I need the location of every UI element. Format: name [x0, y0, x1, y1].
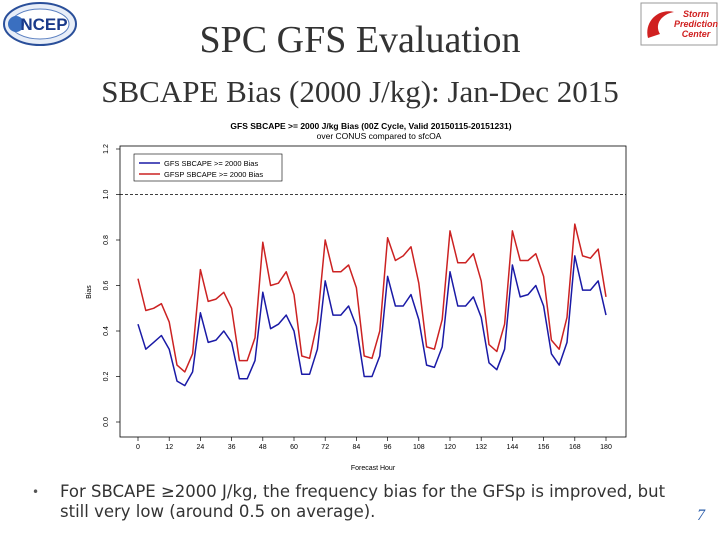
series-line-gfs: [137, 255, 607, 387]
spc-logo-text-3: Center: [682, 29, 711, 39]
ncep-logo-text: NCEP: [20, 15, 67, 34]
chart-legend: GFS SBCAPE >= 2000 Bias GFSP SBCAPE >= 2…: [133, 153, 283, 182]
x-tick-label: 24: [197, 444, 205, 451]
x-tick-label: 72: [321, 444, 329, 451]
x-axis: 0 12 24 36 48 60 72 84 96 108 120 132 144 156 168 180: [136, 437, 612, 451]
y-tick-label: 0.2: [103, 372, 110, 382]
y-axis-label: Bias: [86, 285, 93, 299]
x-tick-label: 96: [384, 444, 392, 451]
x-tick-label: 108: [413, 444, 425, 451]
bullet-text: For SBCAPE ≥2000 J/kg, the frequency bia…: [60, 482, 666, 521]
y-tick-label: 0.8: [103, 235, 110, 245]
slide-title: SPC GFS Evaluation: [199, 19, 521, 61]
y-tick-label: 0.4: [103, 326, 110, 336]
chart-container: GFS SBCAPE >= 2000 J/kg Bias (00Z Cycle,…: [84, 114, 642, 472]
x-tick-label: 144: [507, 444, 519, 451]
spc-logo-text-2: Prediction: [674, 19, 718, 29]
y-axis: 0.0 0.2 0.4 0.6 0.8 1.0 1.2: [103, 144, 120, 427]
series-layer: [137, 223, 607, 387]
x-tick-label: 84: [353, 444, 361, 451]
ncep-logo: NCEP: [3, 2, 77, 46]
y-tick-label: 1.2: [103, 144, 110, 154]
x-tick-label: 48: [259, 444, 267, 451]
x-tick-label: 132: [475, 444, 487, 451]
x-tick-label: 180: [600, 444, 612, 451]
x-tick-label: 36: [228, 444, 236, 451]
y-tick-label: 0.0: [103, 417, 110, 427]
x-tick-label: 0: [136, 444, 140, 451]
chart-title: GFS SBCAPE >= 2000 J/kg Bias (00Z Cycle,…: [230, 121, 511, 131]
legend-box: [133, 153, 283, 182]
plot-frame: [119, 145, 627, 438]
series-line-gfsp: [137, 223, 607, 373]
x-axis-label: Forecast Hour: [351, 465, 396, 472]
legend-label-gfsp: GFSP SBCAPE >= 2000 Bias: [164, 170, 263, 179]
spc-logo-swirl: [647, 11, 674, 38]
legend-label-gfs: GFS SBCAPE >= 2000 Bias: [164, 159, 258, 168]
x-tick-label: 168: [569, 444, 581, 451]
y-tick-label: 0.6: [103, 281, 110, 291]
page-number: 7: [697, 507, 705, 524]
spc-logo-text-1: Storm: [683, 9, 709, 19]
x-tick-label: 120: [444, 444, 456, 451]
y-tick-label: 1.0: [103, 190, 110, 200]
spc-logo: Storm Prediction Center: [640, 2, 718, 46]
slide-subtitle: SBCAPE Bias (2000 J/kg): Jan-Dec 2015: [101, 74, 619, 109]
x-tick-label: 156: [538, 444, 550, 451]
x-tick-label: 12: [165, 444, 173, 451]
bias-line-chart: GFS SBCAPE >= 2000 J/kg Bias (00Z Cycle,…: [86, 121, 627, 472]
bullet-point: • For SBCAPE ≥2000 J/kg, the frequency b…: [32, 482, 682, 522]
chart-subtitle: over CONUS compared to sfcOA: [317, 131, 442, 141]
x-tick-label: 60: [290, 444, 298, 451]
ncep-logo-globe: [8, 16, 24, 32]
bullet-dot-icon: •: [32, 485, 40, 499]
